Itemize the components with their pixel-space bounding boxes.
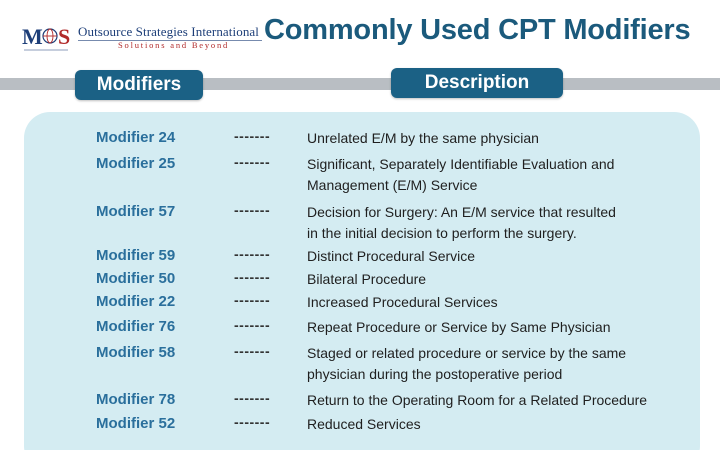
company-logo: M S Outsource Strategies International S… <box>22 18 262 56</box>
modifier-code: Modifier 24 <box>96 129 176 146</box>
modifier-code: Modifier 76 <box>96 318 176 335</box>
modifier-code: Modifier 52 <box>96 415 176 432</box>
modifier-description: Unrelated E/M by the same physician <box>307 130 539 146</box>
row-separator: ------- <box>234 390 271 406</box>
row-separator: ------- <box>234 269 271 285</box>
modifier-description: Decision for Surgery: An E/M service tha… <box>307 204 616 241</box>
modifier-code: Modifier 50 <box>96 270 176 287</box>
svg-text:S: S <box>58 24 70 49</box>
modifier-code: Modifier 78 <box>96 391 176 408</box>
modifier-code: Modifier 57 <box>96 203 176 220</box>
modifier-description: Increased Procedural Services <box>307 294 498 310</box>
modifier-description: Return to the Operating Room for a Relat… <box>307 392 648 408</box>
row-separator: ------- <box>234 414 271 430</box>
modifier-description: Reduced Services <box>307 416 421 432</box>
row-separator: ------- <box>234 317 271 333</box>
mss-logo-icon: M S <box>22 24 70 51</box>
company-tagline: Solutions and Beyond <box>118 40 230 50</box>
modifier-code: Modifier 59 <box>96 247 176 264</box>
modifier-description: Staged or related procedure or service b… <box>307 345 627 382</box>
modifier-description: Significant, Separately Identifiable Eva… <box>307 156 615 193</box>
modifier-code: Modifier 58 <box>96 344 176 361</box>
column-header-description: Description <box>391 68 563 98</box>
row-separator: ------- <box>234 292 271 308</box>
page-title: Commonly Used CPT Modifiers <box>264 14 691 46</box>
modifier-description: Bilateral Procedure <box>307 271 427 287</box>
modifier-description: Repeat Procedure or Service by Same Phys… <box>307 319 611 335</box>
row-separator: ------- <box>234 202 271 218</box>
row-separator: ------- <box>234 128 271 144</box>
logo-divider <box>78 40 262 41</box>
row-separator: ------- <box>234 246 271 262</box>
column-header-modifiers: Modifiers <box>75 70 203 100</box>
modifier-description: Distinct Procedural Service <box>307 248 476 264</box>
modifier-code: Modifier 22 <box>96 293 176 310</box>
row-separator: ------- <box>234 154 271 170</box>
company-name: Outsource Strategies International <box>78 24 260 39</box>
modifiers-panel <box>24 112 700 450</box>
modifier-code: Modifier 25 <box>96 155 176 172</box>
row-separator: ------- <box>234 343 271 359</box>
svg-text:M: M <box>22 24 43 49</box>
